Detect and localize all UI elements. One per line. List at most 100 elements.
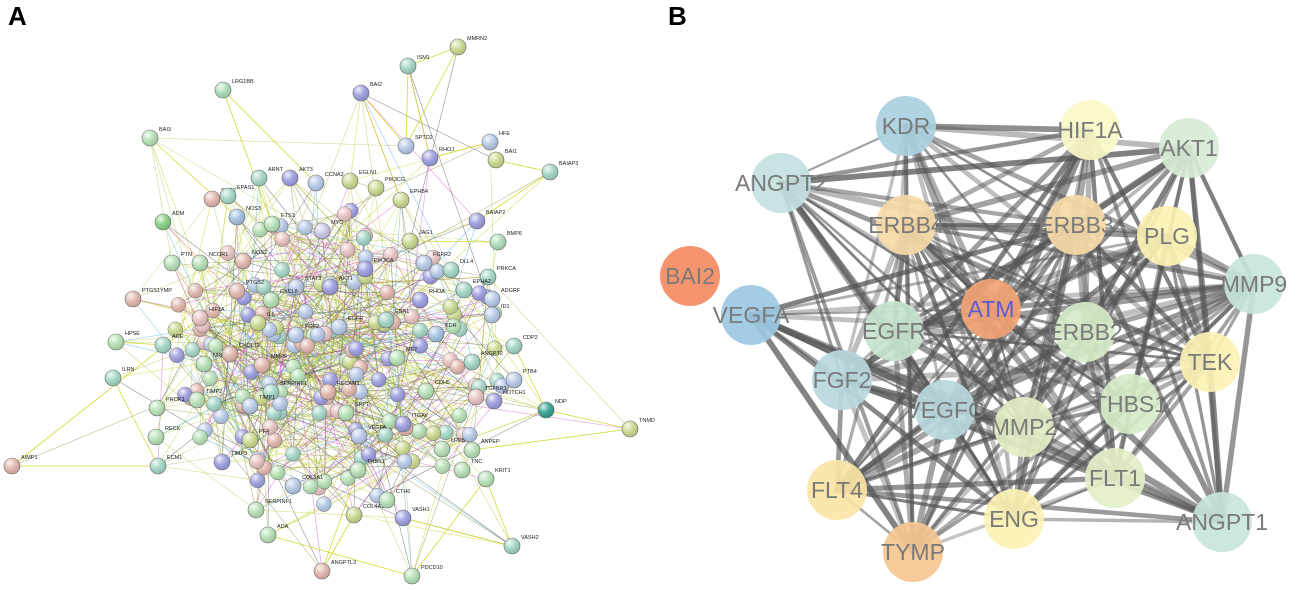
panel-a-node-ccna2: CCNA2 — [307, 172, 344, 192]
panel-b-node-erbb2: ERBB2 — [1047, 302, 1123, 362]
panel-a-node-label: VEGFA — [368, 425, 387, 431]
panel-a-node-sheen — [249, 453, 265, 469]
panel-b-node-circle — [812, 350, 872, 410]
panel-a-node-bai1: BAI1 — [487, 149, 517, 169]
panel-a-edge — [157, 416, 222, 467]
panel-a-edge — [155, 198, 213, 438]
panel-a-node-label: ID1 — [501, 304, 510, 310]
panel-b-node-circle — [660, 246, 720, 306]
panel-a-node-label: NOS2 — [252, 250, 267, 256]
panel-a-node-sheen — [252, 222, 268, 238]
panel-b-node-circle — [876, 195, 936, 255]
panel-a-node-sheen — [338, 405, 354, 421]
panel-a-edge — [409, 46, 459, 242]
panel-a-edge — [289, 177, 455, 315]
panel-a-edge — [199, 249, 348, 319]
panel-a-node-sheen — [260, 527, 276, 543]
panel-a-node-hif1a: HIF1A — [191, 307, 225, 327]
panel-b-node-erbb4: ERBB4 — [868, 195, 944, 255]
panel-a-node-label: VASH2 — [521, 535, 539, 541]
panel-b-node-tymp: TYMP — [881, 522, 945, 582]
panel-a-edge — [383, 171, 551, 325]
panel-a-edge — [486, 241, 499, 297]
panel-b-node-circle — [721, 285, 781, 345]
panel-a-node-thbs1: THBS1 — [349, 459, 385, 479]
panel-a-edge — [378, 379, 420, 432]
panel-b-node-label: ANGPT1 — [1176, 509, 1268, 535]
panel-a-node-label: FGFR2 — [433, 252, 451, 258]
panel-b-node-egfr: EGFR — [862, 301, 926, 361]
panel-a-node-sheen — [504, 538, 520, 554]
panel-a-edge — [495, 159, 551, 173]
panel-a-node-label: PRKCA — [497, 266, 516, 272]
panel-a-node-label: ETS1 — [281, 213, 295, 219]
panel-a-node-sheen — [215, 82, 231, 98]
panel-a-edge — [258, 177, 261, 230]
panel-a-node-myc: MYC — [313, 220, 343, 240]
panel-a-node-sheen — [422, 150, 438, 166]
panel-a-node-cxcl12: CXCL12 — [221, 343, 260, 363]
panel-a-node-label: KRIT1 — [495, 468, 511, 474]
panel-a-edge — [409, 240, 499, 243]
panel-a-edge — [263, 350, 353, 468]
panel-a-node-sheen — [274, 262, 290, 278]
panel-a-node-label: BAIAP3 — [559, 161, 578, 167]
panel-a-node-label: PIK3CA — [374, 258, 394, 264]
panel-a-node-label: BMP6 — [507, 231, 522, 237]
panel-a-node-sheen — [393, 192, 409, 208]
panel-a-edge — [400, 199, 413, 317]
panel-a-node-sheen — [446, 318, 462, 334]
panel-a-node-sheen — [342, 173, 358, 189]
panel-a-node-sheen — [214, 454, 230, 470]
panel-a-node-mmrn2: MMRN2 — [449, 36, 487, 56]
panel-a-node-nos3: NOS3 — [228, 206, 261, 226]
panel-a-node-sheen — [418, 383, 434, 399]
panel-b-edge — [833, 280, 1258, 494]
panel-a-node-label: RECK — [165, 426, 181, 432]
panel-a-node-label: AKT1 — [339, 276, 353, 282]
panel-a-node-lrp5: LRP5 — [433, 438, 465, 458]
panel-a-node-sheen — [150, 458, 166, 474]
panel-a-edge — [331, 329, 427, 392]
panel-a-node-sheen — [272, 396, 288, 412]
panel-a-node-sheen — [622, 421, 638, 437]
panel-a-node-sheen — [263, 384, 279, 400]
panel-a-node-il6: IL6 — [249, 312, 275, 332]
panel-a-node-sheen — [250, 315, 266, 331]
panel-a-node-label: CDP2 — [523, 335, 538, 341]
panel-a-node-epha2: EPHA2 — [455, 279, 491, 299]
panel-a-node-ephb4: EPHB4 — [392, 189, 428, 209]
panel-b-edge — [1073, 222, 1225, 525]
panel-b-edge — [840, 124, 908, 382]
panel-a-node-dll4: DLL4 — [442, 259, 473, 279]
panel-a-node-sheen — [285, 478, 301, 494]
panel-a-node-sheen — [482, 134, 498, 150]
panel-a-node-sheen — [177, 387, 193, 403]
panel-a-node-sheen — [471, 285, 487, 301]
panel-a-node-sheen — [390, 386, 406, 402]
panel-a-node-label: CXCL12 — [239, 343, 260, 349]
panel-a-edge — [360, 92, 407, 147]
panel-a-node-sheen — [395, 510, 411, 526]
panel-a-node-sheen — [395, 416, 411, 432]
panel-a-node-krit1: KRIT1 — [477, 468, 511, 488]
panel-a-edge — [326, 396, 460, 416]
panel-a-node-timp3: TIMP3 — [213, 451, 247, 471]
panel-a-node-sheen — [383, 247, 399, 263]
panel-a-node-label: JAG1 — [419, 230, 433, 236]
panel-a-node-ilrn: ILRN — [104, 367, 135, 387]
panel-b-node-circle — [961, 279, 1021, 339]
panel-b-node-label: ATM — [968, 296, 1015, 322]
panel-a-edge — [204, 342, 271, 428]
panel-a-edge — [392, 322, 420, 432]
panel-a-node-sheen — [456, 282, 472, 298]
panel-a-edge — [227, 195, 389, 319]
panel-a-edge — [112, 377, 159, 467]
panel-a-node-label: PROK1 — [166, 397, 185, 403]
panel-a-node-cxcl8: CXCL8 — [262, 289, 298, 309]
panel-b-edge — [890, 232, 1171, 335]
panel-a-edge — [242, 260, 366, 270]
panel-a-node-label: TIMP2 — [206, 389, 222, 395]
panel-a-node-label: TIMP1 — [259, 395, 275, 401]
panel-a-node-sheen — [242, 432, 258, 448]
